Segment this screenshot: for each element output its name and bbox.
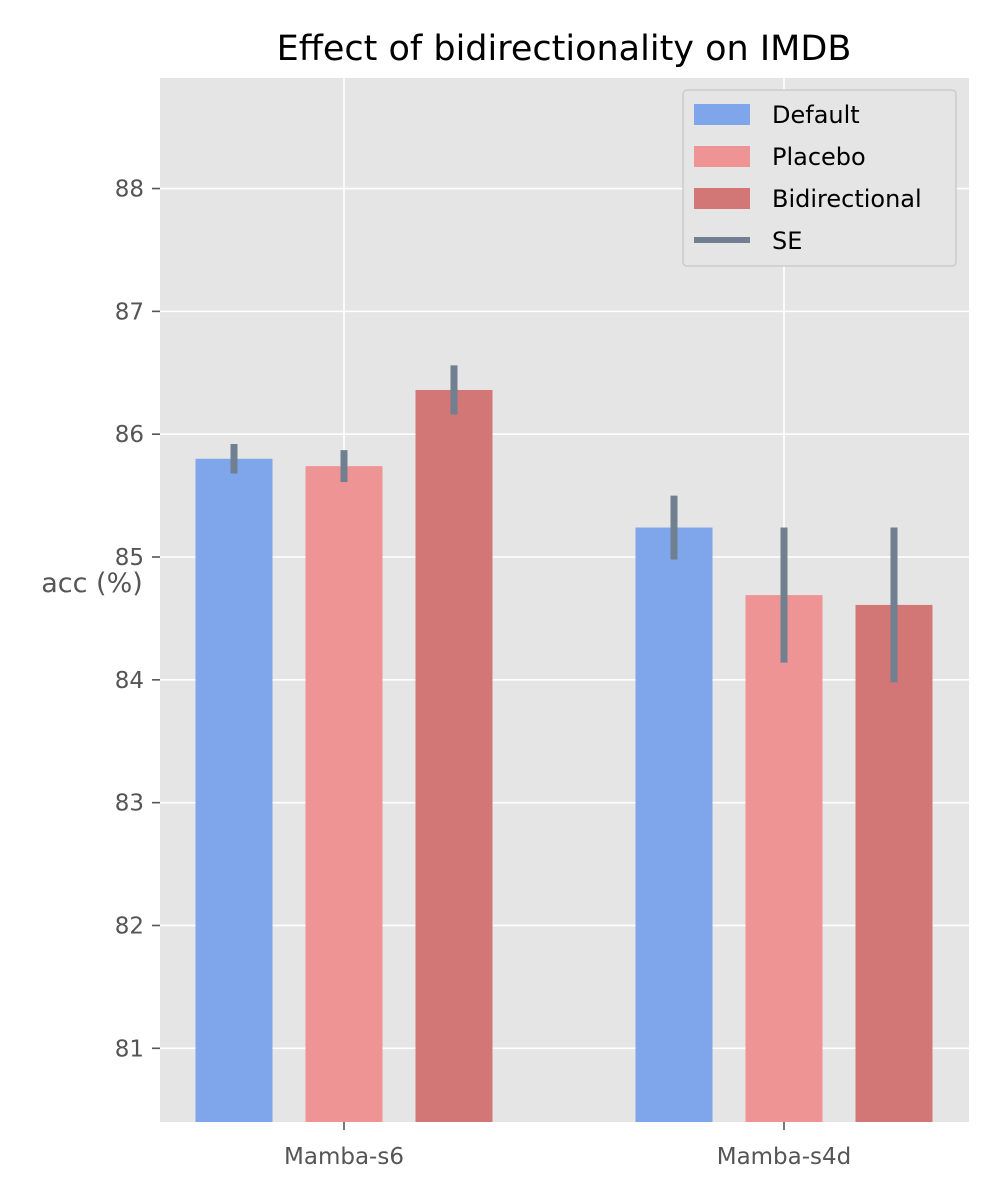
bar	[635, 527, 713, 1122]
bar	[855, 604, 933, 1122]
y-tick-label: 86	[115, 422, 144, 448]
bar	[305, 466, 383, 1123]
y-tick-label: 81	[115, 1036, 144, 1062]
legend-swatch	[694, 104, 750, 125]
chart-title: Effect of bidirectionality on IMDB	[277, 29, 852, 69]
y-tick-label: 85	[115, 545, 144, 571]
legend-label: Bidirectional	[772, 185, 922, 213]
error-bars	[230, 365, 898, 683]
legend-swatch	[694, 146, 750, 167]
y-tick-label: 88	[115, 177, 144, 203]
legend-box	[682, 89, 957, 267]
legend-label: SE	[772, 227, 802, 255]
x-tick-label: Mamba-s4d	[717, 1144, 852, 1170]
legend-label: Placebo	[772, 143, 866, 171]
x-tick-label: Mamba-s6	[284, 1144, 404, 1170]
bar	[745, 595, 823, 1122]
bar	[195, 458, 273, 1122]
legend: Default Placebo Bidirectional SE	[682, 89, 957, 267]
legend-swatch	[694, 188, 750, 209]
legend-label: Default	[772, 101, 860, 129]
y-tick-label: 87	[115, 299, 144, 325]
y-tick-label: 84	[115, 668, 144, 694]
y-tick-label: 82	[115, 913, 144, 939]
axes: 81 82 83 84 85 86 87 88 Mamba-s6 Mamba-s4d	[115, 177, 852, 1170]
y-tick-label: 83	[115, 791, 144, 817]
y-axis-label: acc (%)	[41, 568, 143, 599]
bars	[195, 389, 933, 1123]
bar	[415, 389, 493, 1122]
